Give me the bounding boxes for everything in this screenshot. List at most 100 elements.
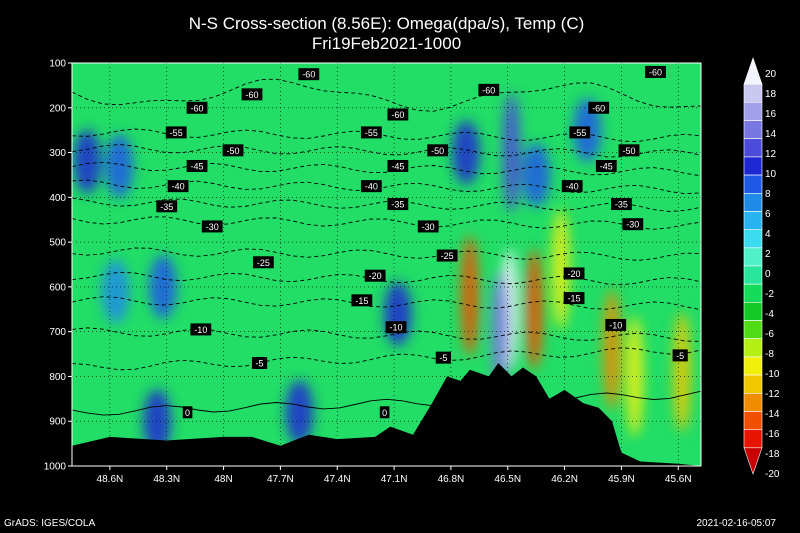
colorbar-label-8: 4 (765, 229, 771, 240)
colorbar-label-4: 12 (765, 149, 777, 160)
contour-line--10 (72, 327, 701, 342)
colorbar-label-0: 20 (765, 69, 777, 80)
colorbar-label-6: 8 (765, 189, 771, 200)
omega-blob-6 (383, 281, 412, 346)
colorbar-swatch-7 (743, 192, 763, 212)
y-tick-label-1: 200 (49, 103, 66, 114)
contour-label-bg-18 (561, 180, 583, 193)
colorbar-swatch-5 (743, 156, 763, 176)
y-tick-label-8: 900 (49, 417, 66, 428)
contour-label-15: -45 (600, 161, 613, 171)
contour-label-bg-30 (563, 292, 585, 305)
contour-label-bg-15 (595, 159, 617, 172)
colorbar-label-14: -8 (765, 349, 774, 360)
contour-label-bg-28 (563, 267, 585, 280)
contour-label-29: -15 (355, 296, 368, 306)
y-tick-label-3: 400 (49, 193, 66, 204)
x-tick-label-9: 45.9N (608, 474, 635, 485)
colorbar-swatch-2 (743, 102, 763, 121)
colorbar-label-20: -20 (765, 469, 780, 480)
contour-label-0: -60 (302, 70, 315, 80)
contour-labels: -60-60 -60-60-60-60-60-55 -55 -55-50 -50 -50-… (156, 65, 688, 419)
contour-label-bg-16 (167, 180, 189, 193)
contour-line--45 (72, 161, 701, 177)
contour-label-bg-29 (351, 294, 373, 307)
contour-label-28: -20 (568, 269, 581, 279)
y-tick-label-5: 600 (49, 282, 66, 293)
colorbar-swatch-11 (743, 265, 763, 285)
y-tick-label-2: 300 (49, 148, 66, 159)
contour-label-33: -10 (609, 320, 622, 330)
contour-label-17: -40 (365, 182, 378, 192)
omega-blob-10 (460, 235, 479, 356)
colorbar-label-7: 6 (765, 209, 771, 220)
colorbar-label-11: -2 (765, 289, 774, 300)
colorbar-swatch-8 (743, 211, 763, 230)
colorbar: 20181614121086420-2-4-6-8-10-12-14-16-18… (743, 57, 780, 480)
colorbar-swatch-18 (743, 392, 763, 412)
omega-blob-7 (452, 120, 481, 185)
timestamp-label: 2021-02-16-05:07 (696, 518, 776, 529)
omega-blob-17 (625, 316, 644, 437)
y-tick-label-9: 1000 (44, 462, 67, 473)
contour-label-bg-7 (165, 126, 187, 139)
contour-line--25 (72, 247, 701, 261)
contour-label-26: -25 (441, 251, 454, 261)
contour-label-36: -5 (676, 351, 684, 361)
contour-line--15 (72, 296, 701, 311)
contour-label-22: -30 (206, 222, 219, 232)
contour-line--30 (72, 216, 701, 230)
colorbar-swatch-1 (743, 83, 763, 103)
contour-label-20: -35 (391, 200, 404, 210)
contour-label-7: -55 (170, 128, 183, 138)
colorbar-swatch-19 (743, 411, 763, 430)
colorbar-label-12: -4 (765, 309, 774, 320)
contour-label-21: -35 (615, 200, 628, 210)
contour-label-bg-23 (417, 220, 439, 233)
contour-label-27: -20 (369, 271, 382, 281)
colorbar-swatch-16 (743, 356, 763, 376)
omega-blob-8 (502, 92, 521, 213)
contour-label-34: -5 (256, 359, 264, 369)
colorbar-label-17: -14 (765, 409, 780, 420)
contour-label-18: -40 (566, 182, 579, 192)
x-tick-label-5: 47.1N (381, 474, 408, 485)
contour-label-38: 0 (382, 408, 387, 418)
y-axis: 100 200 300 400 500 600 700 800 900 1000 (44, 59, 72, 473)
contour-label-8: -55 (365, 128, 378, 138)
contour-label-4: -60 (592, 103, 605, 113)
colorbar-label-15: -10 (765, 369, 780, 380)
x-tick-label-4: 47.4N (324, 474, 351, 485)
contour-label-bg-32 (385, 321, 407, 334)
colorbar-swatch-9 (743, 229, 763, 249)
contour-label-bg-25 (252, 256, 274, 269)
terrain-fill (72, 363, 701, 466)
colorbar-swatch-13 (743, 302, 763, 321)
contour-label-bg-22 (201, 220, 223, 233)
contour-label-35: -5 (439, 353, 447, 363)
credit-label: GrADS: IGES/COLA (4, 518, 96, 529)
omega-blob-0 (73, 129, 102, 194)
contour-label-bg-4 (588, 101, 610, 114)
x-tick-label-6: 46.8N (438, 474, 465, 485)
contour-label-37: 0 (185, 408, 190, 418)
plot-frame (71, 62, 702, 467)
contour-label-bg-34 (251, 357, 268, 370)
colorbar-swatch-17 (743, 374, 763, 394)
contour-label-bg-26 (436, 249, 458, 262)
contour-label-23: -30 (422, 222, 435, 232)
contour-label-10: -50 (227, 146, 240, 156)
contour-label-bg-11 (427, 144, 449, 157)
colorbar-swatch-15 (743, 338, 763, 358)
contour-label-32: -10 (389, 323, 402, 333)
contour-label-bg-38 (379, 406, 390, 419)
contour-label-bg-1 (241, 88, 263, 101)
contour-label-14: -45 (391, 161, 404, 171)
contour-label-bg-5 (645, 65, 666, 78)
contour-label-bg-12 (618, 144, 640, 157)
contour-label-bg-3 (387, 108, 409, 121)
contour-label-bg-9 (569, 126, 591, 139)
x-tick-label-1: 48.3N (153, 474, 180, 485)
colorbar-swatch-14 (743, 320, 763, 340)
